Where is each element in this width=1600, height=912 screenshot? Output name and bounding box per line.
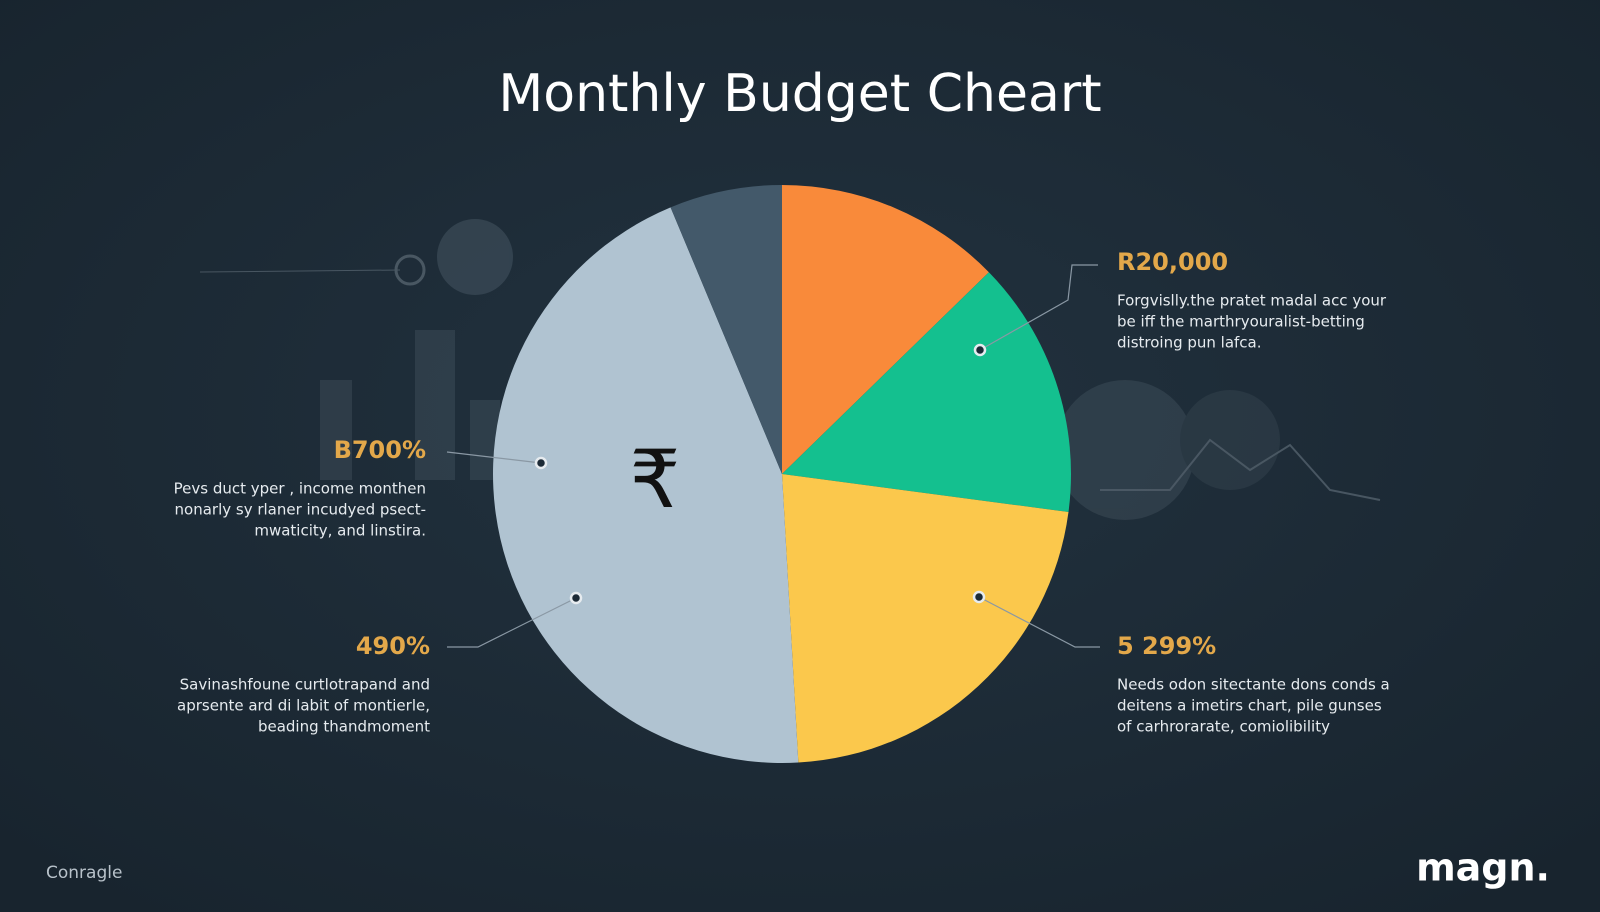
leader-line <box>978 596 1100 648</box>
annotation-label: 490% <box>356 632 430 660</box>
pie-slice <box>493 207 799 763</box>
pie-slice <box>670 185 782 474</box>
pie-slice <box>782 272 1071 513</box>
annotations: R20,000 Forgvislly.the pratet madal acc y… <box>174 248 1390 736</box>
leader-dot <box>569 591 583 605</box>
leader-line <box>447 597 577 648</box>
center-symbol: ₹ <box>630 433 681 526</box>
annotation-text: aprsente ard di labit of montierle, <box>177 697 430 715</box>
annotation-text: Forgvislly.the pratet madal acc your <box>1117 292 1387 310</box>
annotation-text: Pevs duct yper , income monthen <box>174 480 426 498</box>
annotation-label: 5 299% <box>1117 632 1216 660</box>
leader-dot <box>973 343 987 357</box>
annotation-text: be iff the marthryouralist-betting <box>1117 313 1365 331</box>
annotation-text: of carhrorarate, comiolibility <box>1117 718 1330 736</box>
annotation-text: beading thandmoment <box>258 718 430 736</box>
footer-text: Conragle <box>46 863 122 883</box>
annotation-text: nonarly sy rlaner incudyed psect- <box>175 501 426 519</box>
annotation-label: R20,000 <box>1117 248 1228 276</box>
annotation-text: mwaticity, and linstira. <box>254 522 426 540</box>
annotation-text: deitens a imetirs chart, pile gunses <box>1117 697 1382 715</box>
annotation-label: B700% <box>334 436 426 464</box>
leader-line <box>979 264 1098 351</box>
pie-slice <box>782 185 989 474</box>
annotation-text: distroing pun lafca. <box>1117 334 1262 352</box>
chart-title: Monthly Budget Cheart <box>498 64 1101 124</box>
decoration <box>199 219 1381 520</box>
annotation-text: Savinashfoune curtlotrapand and <box>180 676 430 694</box>
annotation-text: Needs odon sitectante dons conds a <box>1117 676 1390 694</box>
leader-dot <box>972 590 986 604</box>
pie-slice <box>782 474 1069 763</box>
leader-line <box>446 451 542 464</box>
pie <box>493 185 1071 763</box>
leader-dot <box>534 456 548 470</box>
logo: magn. <box>1416 846 1550 890</box>
